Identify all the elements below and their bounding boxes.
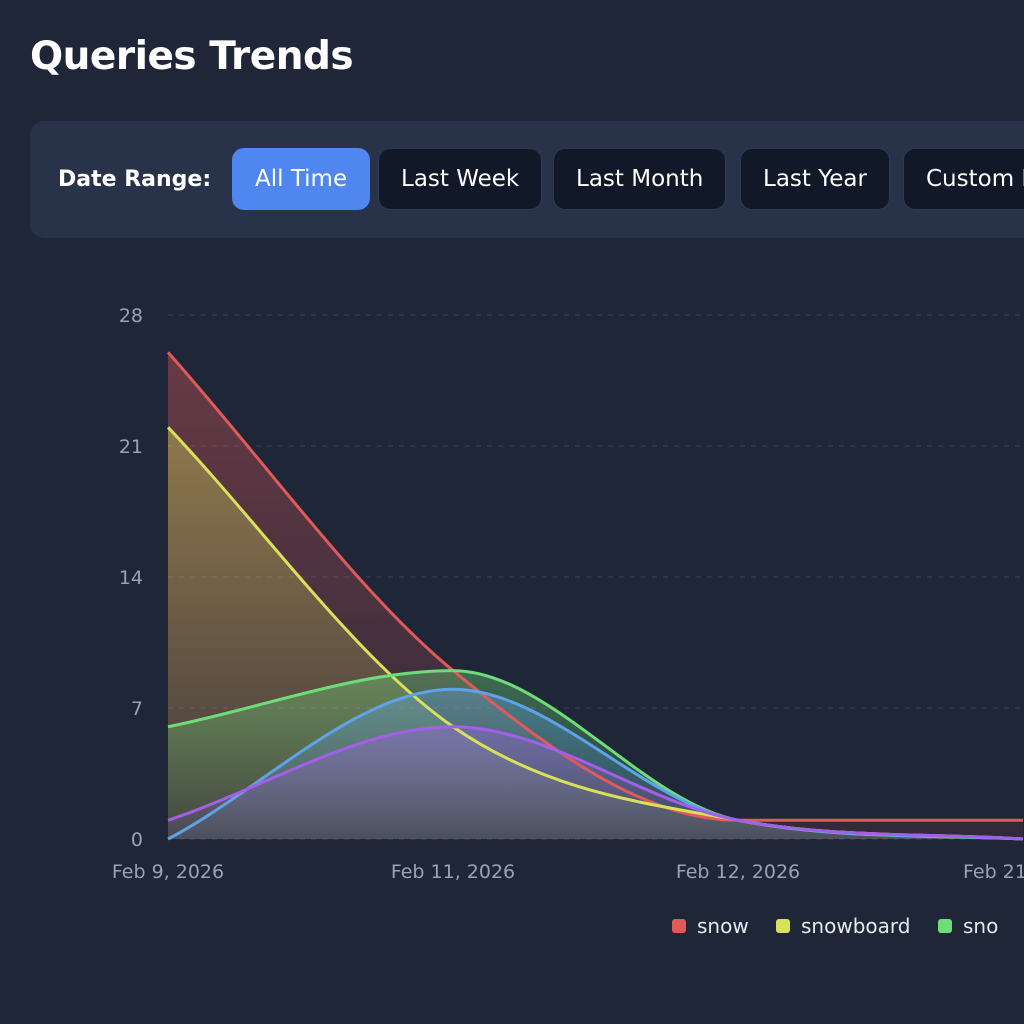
legend: snow snowboard sno <box>672 914 998 938</box>
range-last-month-button[interactable]: Last Month <box>553 148 727 210</box>
range-last-week-button[interactable]: Last Week <box>378 148 543 210</box>
range-all-time-button[interactable]: All Time <box>232 148 371 210</box>
series-area-series-4 <box>168 726 1023 839</box>
series-lines <box>166 351 1024 841</box>
x-axis-ticks: Feb 9, 2026 Feb 11, 2026 Feb 12, 2026 Feb 2… <box>112 861 1024 883</box>
legend-item-sno[interactable]: sno <box>938 914 998 938</box>
legend-swatch <box>776 919 790 933</box>
series-line-snow <box>166 351 1023 822</box>
y-tick-label: 14 <box>119 567 143 589</box>
y-axis-ticks: 0 7 14 21 28 <box>119 305 143 851</box>
legend-label: sno <box>963 914 998 938</box>
range-custom-button[interactable]: Custom Range <box>903 148 1024 210</box>
series-line-series-4 <box>167 725 1024 841</box>
legend-swatch <box>672 919 686 933</box>
range-last-year-button[interactable]: Last Year <box>740 148 890 210</box>
legend-item-snow[interactable]: snow <box>672 914 749 938</box>
y-tick-label: 21 <box>119 436 143 458</box>
y-tick-label: 7 <box>131 698 143 720</box>
y-tick-label: 0 <box>131 829 143 851</box>
y-tick-label: 28 <box>119 305 143 327</box>
x-tick-label: Feb 9, 2026 <box>112 861 224 883</box>
date-range-filter-panel: Date Range: All Time Last Week Last Mont… <box>30 121 1024 238</box>
legend-item-snowboard[interactable]: snowboard <box>776 914 910 938</box>
legend-label: snow <box>697 914 749 938</box>
x-tick-label: Feb 12, 2026 <box>676 861 800 883</box>
legend-label: snowboard <box>801 914 910 938</box>
x-tick-label: Feb 11, 2026 <box>391 861 515 883</box>
date-range-label: Date Range: <box>58 167 212 192</box>
x-tick-label: Feb 21 <box>963 861 1024 883</box>
page-title: Queries Trends <box>30 34 354 79</box>
legend-swatch <box>938 919 952 933</box>
